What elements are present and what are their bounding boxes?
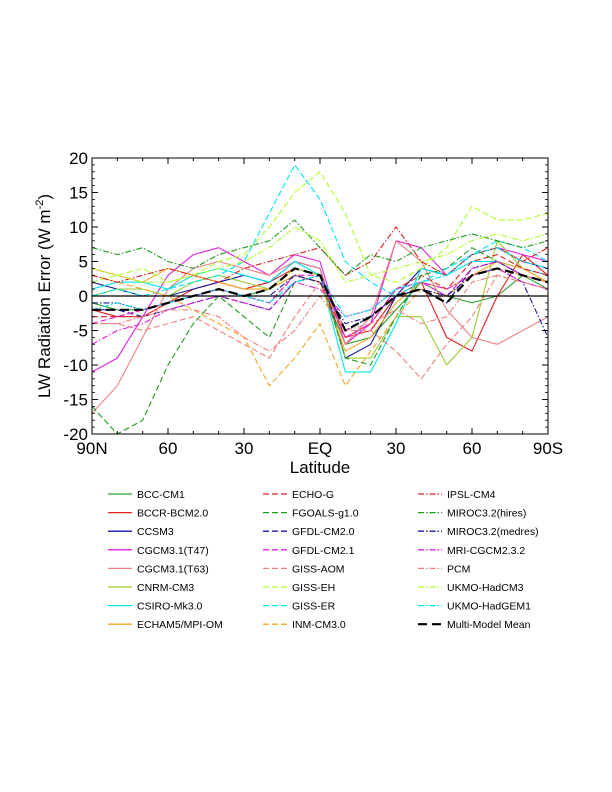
x-tick-label: EQ: [308, 439, 333, 458]
series-line-17: [92, 226, 548, 283]
legend-label-13: GISS-AOM: [292, 563, 345, 575]
legend-label-15: GISS-ER: [292, 601, 336, 613]
series-line-22: [92, 226, 548, 283]
x-tick-label: 90N: [76, 439, 107, 458]
x-tick-label: 60: [463, 439, 482, 458]
y-tick-label: 5: [79, 253, 88, 272]
series-line-16: [92, 267, 548, 387]
legend-label-22: UKMO-HadCM3: [447, 582, 524, 594]
legend-label-9: ECHO-G: [292, 489, 334, 501]
y-tick-label: 10: [69, 218, 88, 237]
series-line-18: [92, 219, 548, 276]
legend-label-4: CGCM3.1(T47): [137, 545, 209, 557]
x-tick-label: 30: [235, 439, 254, 458]
y-tick-label: 20: [69, 149, 88, 168]
legend-label-1: BCC-CM1: [137, 489, 185, 501]
series-line-24: [92, 267, 548, 332]
legend-label-3: CCSM3: [137, 526, 174, 538]
y-tick-label: -5: [73, 322, 88, 341]
legend-label-7: CSIRO-Mk3.0: [137, 601, 203, 613]
x-tick-label: 30: [387, 439, 406, 458]
legend-label-2: BCCR-BCM2.0: [137, 508, 208, 520]
series-line-13: [92, 274, 548, 380]
legend-label-5: CGCM3.1(T63): [137, 563, 209, 575]
series-lines: [92, 164, 548, 434]
x-tick-label: 60: [159, 439, 178, 458]
legend-label-18: MIROC3.2(hires): [447, 508, 526, 520]
series-line-5: [92, 240, 548, 414]
legend-label-11: GFDL-CM2.0: [292, 526, 355, 538]
legend-label-21: PCM: [447, 563, 470, 575]
legend-label-20: MRI-CGCM2.3.2: [447, 545, 525, 557]
x-axis-title: Latitude: [290, 458, 351, 477]
y-tick-label: -15: [63, 391, 88, 410]
legend-label-6: CNRM-CM3: [137, 582, 194, 594]
y-tick-label: 0: [79, 287, 88, 306]
legend-label-8: ECHAM5/MPI-OM: [137, 619, 223, 631]
legend-label-14: GISS-EH: [292, 582, 335, 594]
legend-label-10: FGOALS-g1.0: [292, 508, 359, 520]
legend-label-16: INM-CM3.0: [292, 619, 346, 631]
legend-label-23: UKMO-HadGEM1: [447, 601, 531, 613]
y-tick-label: -20: [63, 425, 88, 444]
x-tick-label: 90S: [533, 439, 563, 458]
legend-label-17: IPSL-CM4: [447, 489, 496, 501]
y-tick-label: 15: [69, 184, 88, 203]
y-tick-label: -10: [63, 356, 88, 375]
legend-label-24: Multi-Model Mean: [447, 619, 531, 631]
legend-label-12: GFDL-CM2.1: [292, 545, 355, 557]
series-line-14: [92, 171, 548, 283]
legend-label-19: MIROC3.2(medres): [447, 526, 539, 538]
y-axis-title: LW Radiation Error (W m-2): [34, 194, 54, 398]
